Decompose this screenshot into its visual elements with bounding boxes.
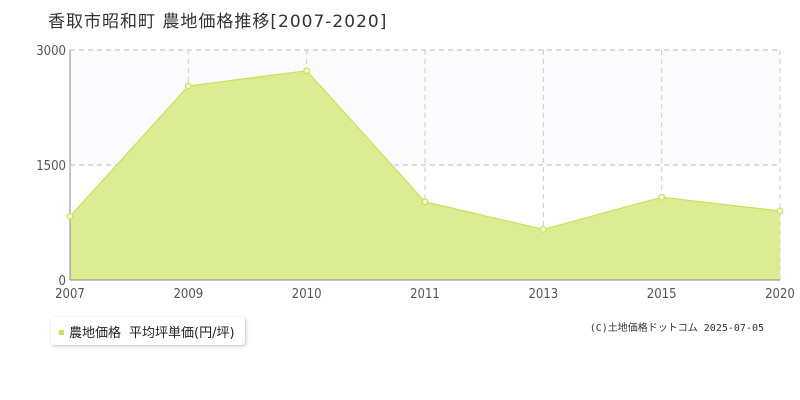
legend-unit-label: 平均坪単価(円/坪)	[129, 325, 235, 341]
x-tick-label-2011: 2011	[410, 287, 440, 302]
y-tick-label-0: 0	[59, 274, 66, 289]
x-tick-label-2007: 2007	[55, 287, 85, 302]
x-tick-label-2010: 2010	[292, 287, 322, 302]
y-tick-label-1500: 1500	[36, 159, 66, 174]
data-point-2011	[421, 198, 429, 206]
data-point-2013	[539, 225, 547, 233]
legend-series-label: 農地価格	[69, 325, 122, 341]
x-tick-label-2020: 2020	[765, 287, 795, 302]
data-point-2015	[658, 193, 666, 201]
x-tick-label-2015: 2015	[647, 287, 677, 302]
y-tick-label-3000: 3000	[36, 44, 66, 59]
series-area	[70, 70, 780, 280]
copyright-text: (C)土地価格ドットコム 2025-07-05	[589, 323, 764, 334]
data-point-2009	[184, 82, 192, 90]
legend-swatch-icon	[59, 329, 64, 335]
chart-title: 香取市昭和町 農地価格推移[2007-2020]	[48, 12, 388, 32]
x-tick-label-2009: 2009	[173, 287, 203, 302]
data-point-2010	[303, 67, 311, 75]
x-tick-label-2013: 2013	[528, 287, 558, 302]
data-point-2020	[776, 207, 784, 215]
legend: 農地価格 平均坪単価(円/坪)	[51, 317, 245, 345]
data-point-2007	[66, 212, 74, 220]
